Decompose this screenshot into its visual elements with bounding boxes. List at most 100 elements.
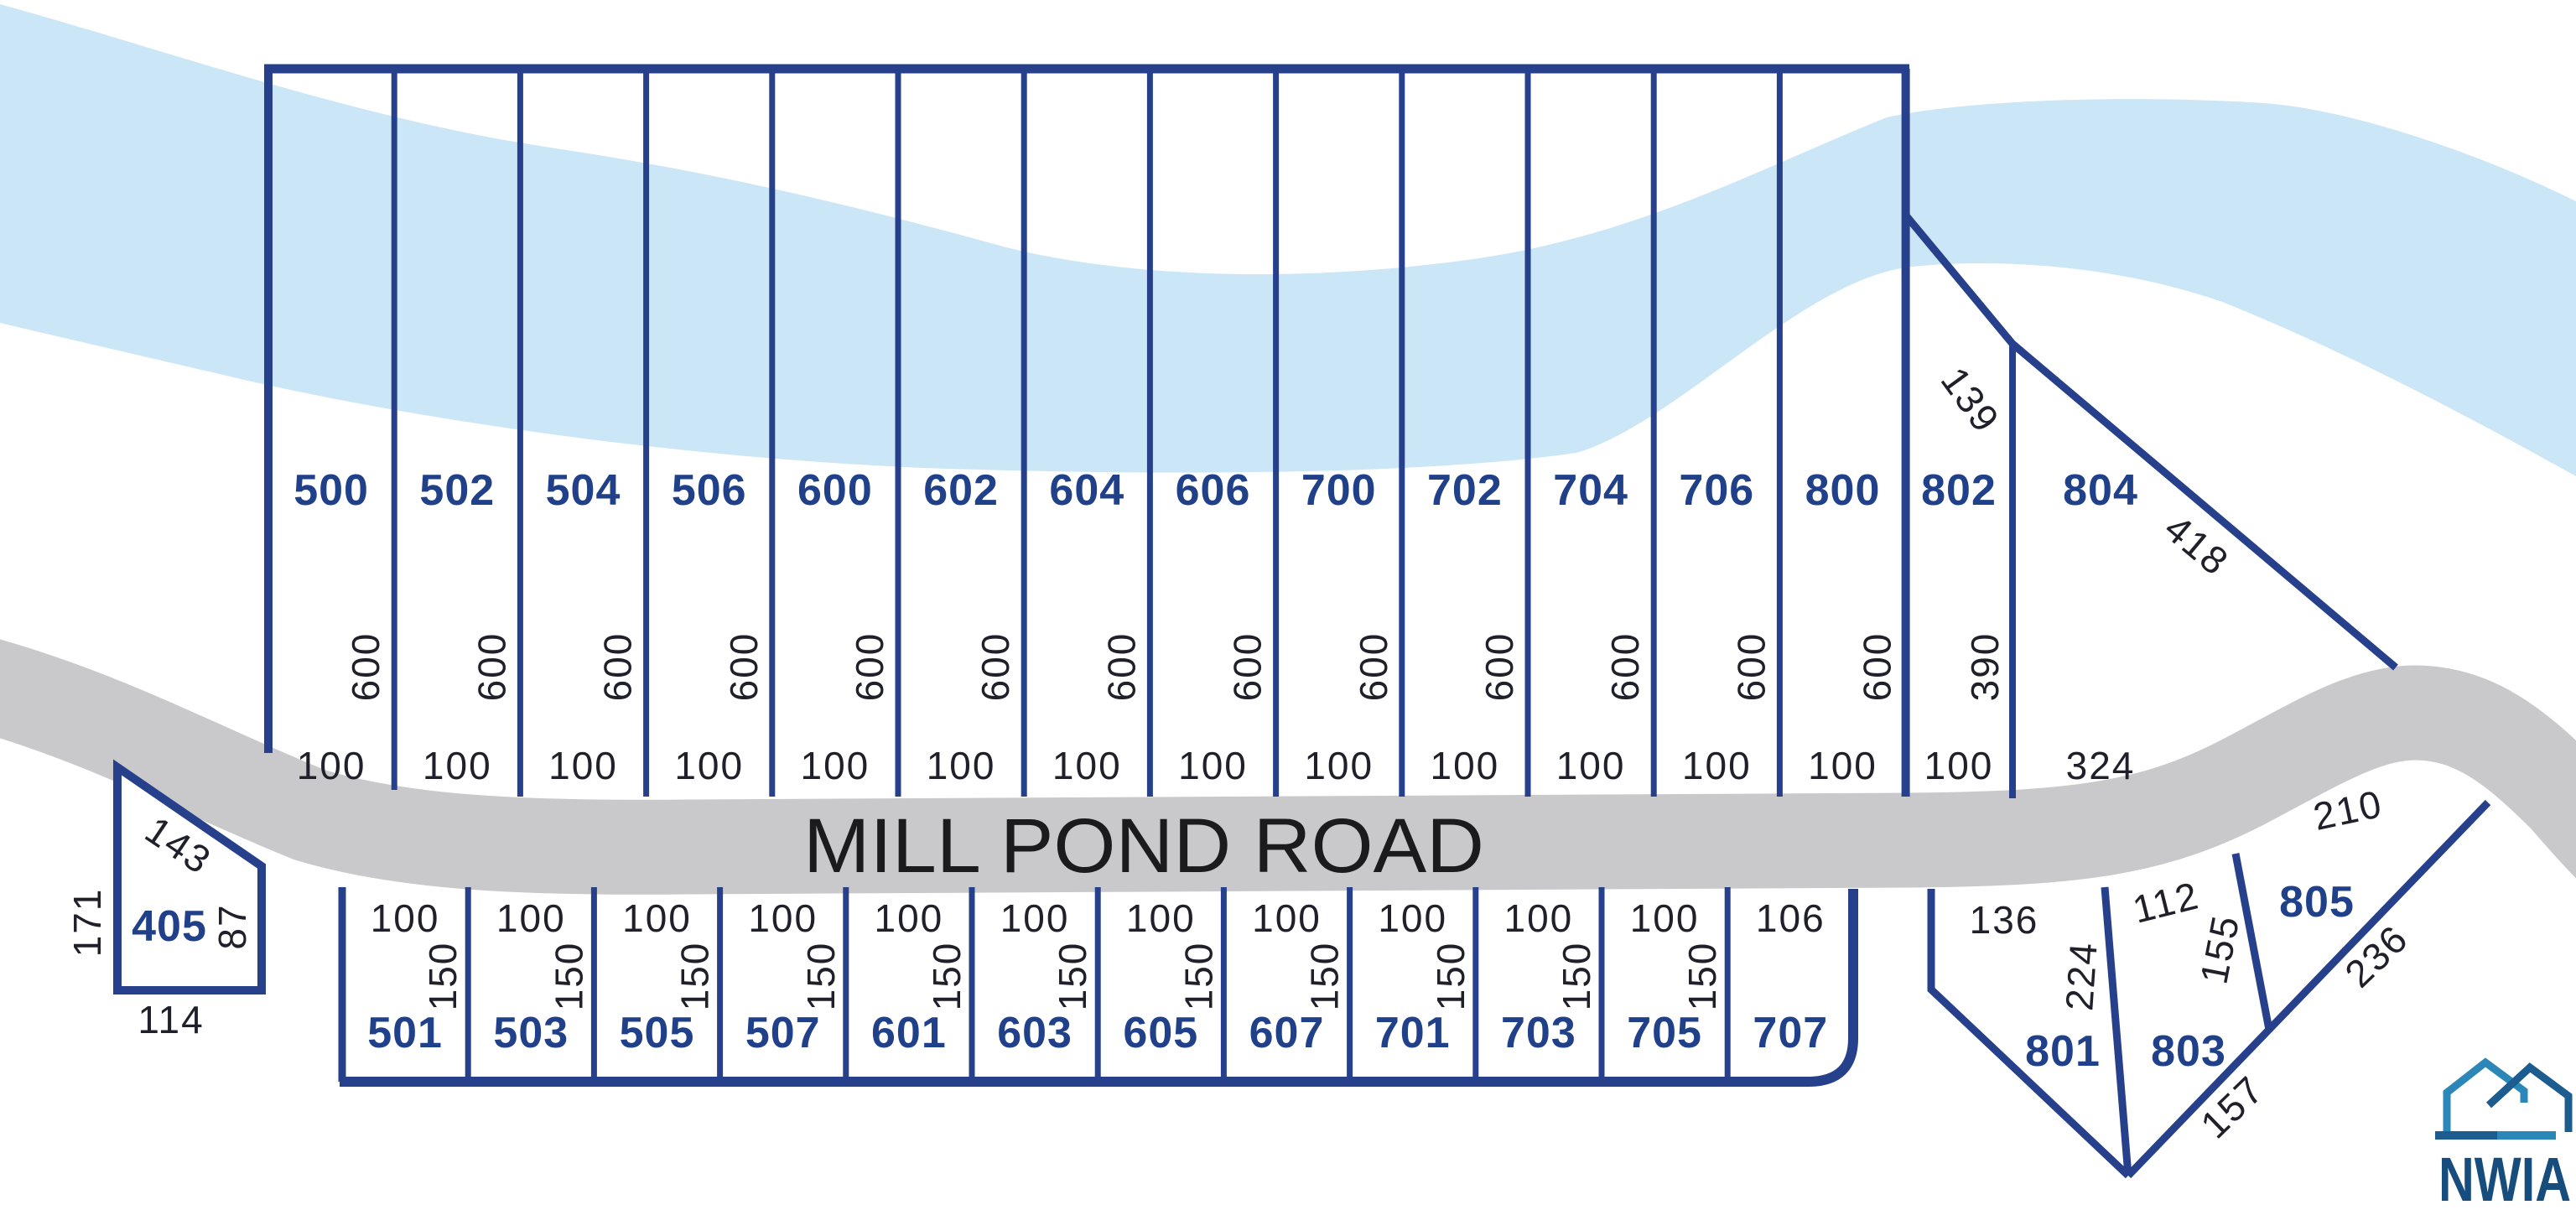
lot-405-east-edge-label: 87 [210,903,254,949]
lot-507-width-label: 100 [748,896,818,940]
lot-600-number: 600 [797,466,873,515]
lot-501-depth-label: 150 [421,942,465,1011]
logo-bar-right [2497,1131,2556,1140]
lot-704-width-label: 100 [1556,744,1626,787]
lot-706-number: 706 [1679,466,1754,515]
lot-703-number: 703 [1501,1009,1576,1057]
lot-506-number: 506 [672,466,747,515]
lot-803-number: 803 [2151,1027,2226,1076]
lot-600-depth-label: 600 [848,632,891,702]
lot-700-number: 700 [1301,466,1377,515]
lot-801-803-divider-line [2101,886,2132,1176]
lot-707-number: 707 [1753,1009,1828,1057]
lot-500-depth-label: 600 [344,632,387,702]
lot-703-width-label: 100 [1504,896,1574,940]
bottom-block-border [340,889,1858,1087]
river-shape [0,4,2576,476]
lot-603-depth-label: 150 [1051,942,1094,1011]
lot-800-number: 800 [1805,466,1881,515]
lot-607-depth-label: 150 [1303,942,1347,1011]
lot-706-depth-label: 600 [1729,632,1773,702]
mill-pond-road-surface [0,639,2576,895]
lot-502-number: 502 [419,466,495,515]
lot-700-width-label: 100 [1304,744,1374,787]
lot-804-ne-edge-line [2010,340,2398,671]
lot-601-depth-label: 150 [925,942,969,1011]
lot-503-width-label: 100 [496,896,566,940]
lot-507-number: 507 [745,1009,821,1057]
lot-500-width-label: 100 [297,744,366,787]
lot-505-depth-label: 150 [673,942,717,1011]
lot-605-depth-label: 150 [1176,942,1220,1011]
lot-802-804-boundaries [1903,213,2398,798]
logo-house-left-icon [2443,1057,2528,1132]
lot-502-width-label: 100 [423,744,492,787]
lot-504-number: 504 [546,466,621,515]
top-lots-block: 500 600 100 502 600 100 504 600 100 506 600 100 600 6… [264,69,1910,797]
lot-702-width-label: 100 [1431,744,1500,787]
lot-704-depth-label: 600 [1603,632,1647,702]
lot-801-803-805-boundaries [1927,799,2491,1179]
lot-505-width-label: 100 [622,896,692,940]
lot-701-width-label: 100 [1378,896,1447,940]
logo-wordmark: NWIA [2438,1145,2571,1210]
lot-602-width-label: 100 [927,744,996,787]
lot-507-depth-label: 150 [799,942,843,1011]
lot-801-number: 801 [2025,1027,2101,1076]
lot-504-width-label: 100 [548,744,618,787]
lot-603-width-label: 100 [1000,896,1070,940]
lot-405-boundary [113,759,266,994]
lot-804-ne-edge-label: 418 [2157,506,2238,584]
lot-700-depth-label: 600 [1352,632,1395,702]
road-name-label: MILL POND ROAD [803,803,1484,889]
lot-606-depth-label: 600 [1226,632,1270,702]
lot-707-width-label: 106 [1756,896,1826,940]
lot-501-number: 501 [367,1009,443,1057]
bottom-lots-block: 1001505011001505031001505051001505071001… [338,887,1828,1082]
lot-600-width-label: 100 [801,744,870,787]
lot-802-width-label: 100 [1924,744,1994,787]
lot-607-width-label: 100 [1252,896,1322,940]
lot-803-805-divider-line [2231,853,2273,1031]
lot-506-width-label: 100 [674,744,744,787]
logo-house-right-icon [2485,1062,2573,1132]
lot-802-ne-edge-label: 139 [1933,359,2009,441]
lot-605-width-label: 100 [1126,896,1196,940]
lot-701-depth-label: 150 [1429,942,1472,1011]
lot-601-number: 601 [871,1009,947,1057]
lot-705-width-label: 100 [1630,896,1700,940]
lot-803-805-se-edge-line [2125,799,2491,1179]
logo-bar-left [2435,1131,2497,1140]
lot-805-south-edge-label: 236 [2336,917,2417,996]
lot-500-number: 500 [293,466,369,515]
lot-802-depth-label: 390 [1963,632,2007,702]
lot-604-width-label: 100 [1052,744,1122,787]
lot-604-number: 604 [1049,466,1124,515]
lot-801-west-edge-line [1927,889,2132,1179]
lot-501-width-label: 100 [371,896,440,940]
lot-803-south-edge-label: 157 [2192,1067,2272,1147]
lot-800-width-label: 100 [1808,744,1877,787]
lot-606-width-label: 100 [1178,744,1248,787]
lot-405-number: 405 [132,902,207,951]
lot-701-number: 701 [1375,1009,1451,1057]
lot-804-number: 804 [2063,466,2138,515]
lot-803-frontage-label: 112 [2128,873,2204,932]
lot-705-number: 705 [1627,1009,1702,1057]
lot-504-depth-label: 600 [596,632,640,702]
lot-804-frontage-label: 324 [2066,744,2136,787]
lot-506-depth-label: 600 [722,632,766,702]
lot-602-number: 602 [923,466,999,515]
lot-703-depth-label: 150 [1555,942,1598,1011]
lot-405-west-edge-label: 171 [65,888,109,958]
lot-702-number: 702 [1427,466,1503,515]
lot-800-depth-label: 600 [1856,632,1899,702]
lot-603-number: 603 [997,1009,1072,1057]
lot-803-east-edge-label: 155 [2192,911,2248,987]
lot-802-number: 802 [1921,466,1997,515]
lot-705-depth-label: 150 [1680,942,1724,1011]
lot-607-number: 607 [1249,1009,1325,1057]
lot-805-number: 805 [2279,878,2355,927]
lot-505-number: 505 [620,1009,695,1057]
